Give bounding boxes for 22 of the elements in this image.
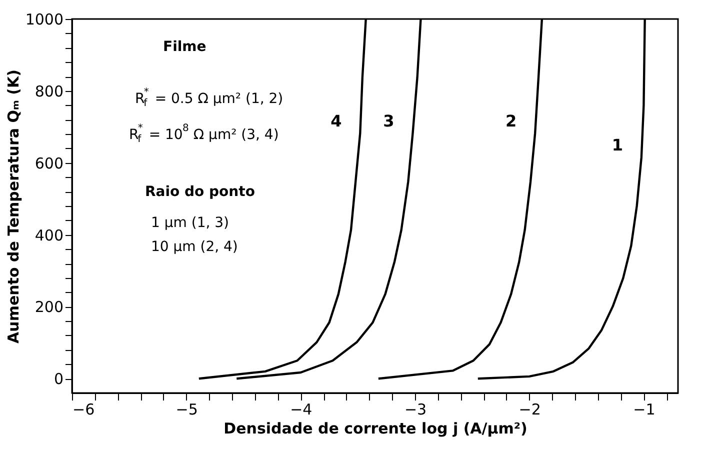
x-tick-label: −4 xyxy=(290,400,312,418)
y-tick-label: 1000 xyxy=(25,10,64,28)
annotation: Raio do ponto xyxy=(145,184,256,200)
y-tick-label: 600 xyxy=(34,154,64,172)
y-tick-label: 0 xyxy=(54,370,64,388)
series-label: 3 xyxy=(383,111,394,130)
y-tick-label: 400 xyxy=(34,226,64,244)
x-tick-label: −1 xyxy=(633,400,656,418)
y-axis-title: Aumento de Temperatura Qₘ (K) xyxy=(4,70,22,344)
x-axis-title: Densidade de corrente log j (A/µm²) xyxy=(224,420,528,438)
x-tick-label: −3 xyxy=(404,400,427,418)
series-label: 1 xyxy=(612,135,623,154)
annotation: Filme xyxy=(163,39,206,55)
x-tick-label: −6 xyxy=(72,400,95,418)
y-tick-label: 800 xyxy=(34,82,64,100)
annotation: 1 µm (1, 3) xyxy=(151,215,229,231)
x-tick-label: −5 xyxy=(176,400,198,418)
annotation: 10 µm (2, 4) xyxy=(151,239,238,255)
y-tick-label: 200 xyxy=(34,298,64,316)
series-label: 2 xyxy=(506,111,517,130)
x-tick-label: −2 xyxy=(518,400,541,418)
series-label: 4 xyxy=(330,111,342,130)
